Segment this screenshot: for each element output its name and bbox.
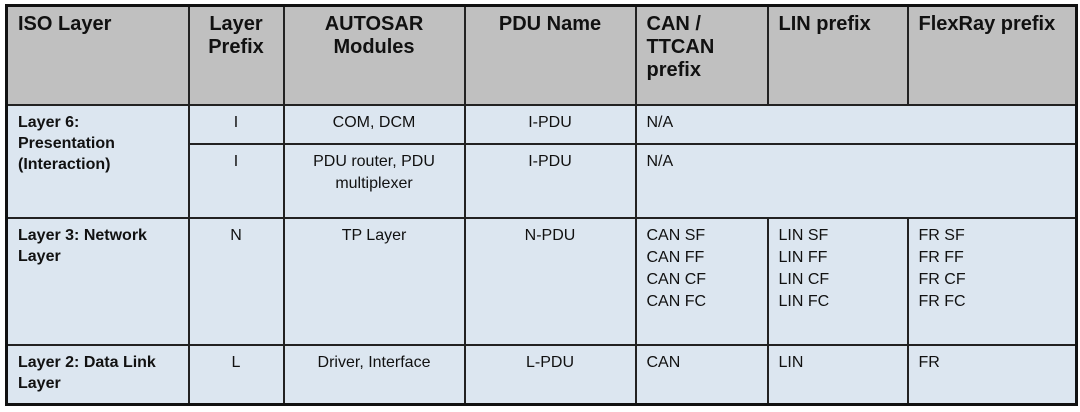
modules-cell: Driver, Interface [282, 343, 466, 406]
bus-prefix-cell: N/A [634, 103, 1078, 145]
can-prefix-cell: CAN [634, 343, 769, 406]
header-autosar-modules: AUTOSAR Modules [282, 4, 466, 106]
iso-layer-cell: Layer 6: Presentation (Interaction) [5, 103, 190, 219]
header-lin-prefix: LIN prefix [766, 4, 909, 106]
fr-prefix: FR FC [918, 292, 966, 310]
header-row: ISO Layer Layer Prefix AUTOSAR Modules P… [5, 4, 1078, 106]
header-flexray-prefix: FlexRay prefix [906, 4, 1078, 106]
modules-cell: COM, DCM [282, 103, 466, 145]
header-layer-prefix: Layer Prefix [187, 4, 285, 106]
can-prefix: CAN CF [646, 270, 707, 288]
lin-prefix-cell: LIN SF LIN FF LIN CF LIN FC [766, 216, 909, 346]
lin-prefix: LIN FC [778, 292, 830, 310]
modules-cell: PDU router, PDU multiplexer [282, 142, 466, 219]
layer-prefix-cell: N [187, 216, 285, 346]
modules-cell: TP Layer [282, 216, 466, 346]
lin-prefix: LIN SF [778, 226, 829, 244]
bus-prefix-cell: N/A [634, 142, 1078, 219]
layer-prefix-cell: L [187, 343, 285, 406]
pdu-name-cell: I-PDU [463, 142, 637, 219]
iso-layer-pdu-table: ISO Layer Layer Prefix AUTOSAR Modules P… [5, 4, 1078, 406]
can-prefix-cell: CAN SF CAN FF CAN CF CAN FC [634, 216, 769, 346]
iso-layer-cell: Layer 2: Data Link Layer [5, 343, 190, 406]
pdu-name-cell: L-PDU [463, 343, 637, 406]
table-row: I PDU router, PDU multiplexer I-PDU N/A [7, 142, 1078, 219]
layer-prefix-cell: I [187, 103, 285, 145]
header-pdu-name: PDU Name [463, 4, 637, 106]
layer-prefix-cell: I [187, 142, 285, 219]
iso-layer-cell: Layer 3: Network Layer [5, 216, 190, 346]
header-can-prefix: CAN / TTCAN prefix [634, 4, 769, 106]
can-prefix: CAN FC [646, 292, 707, 310]
pdu-name-cell: I-PDU [463, 103, 637, 145]
flexray-prefix-cell: FR SF FR FF FR CF FR FC [906, 216, 1078, 346]
flexray-prefix-cell: FR [906, 343, 1078, 406]
fr-prefix: FR SF [918, 226, 965, 244]
pdu-name-cell: N-PDU [463, 216, 637, 346]
table-row: Layer 2: Data Link Layer L Driver, Inter… [5, 343, 1078, 406]
can-prefix: CAN SF [646, 226, 706, 244]
lin-prefix-cell: LIN [766, 343, 909, 406]
fr-prefix: FR FF [918, 248, 964, 266]
can-prefix: CAN FF [646, 248, 705, 266]
table-row: Layer 6: Presentation (Interaction) I CO… [5, 103, 1078, 219]
fr-prefix: FR CF [918, 270, 966, 288]
header-iso-layer: ISO Layer [5, 4, 190, 106]
table-row: Layer 3: Network Layer N TP Layer N-PDU … [5, 216, 1078, 346]
lin-prefix: LIN FF [778, 248, 828, 266]
lin-prefix: LIN CF [778, 270, 830, 288]
